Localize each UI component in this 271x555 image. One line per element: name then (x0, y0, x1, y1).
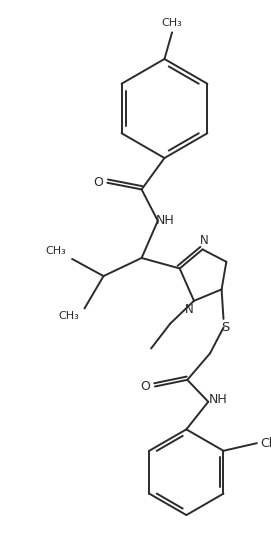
Text: S: S (221, 321, 230, 334)
Text: Cl: Cl (260, 437, 271, 450)
Text: O: O (140, 380, 150, 393)
Text: NH: NH (208, 393, 227, 406)
Text: CH₃: CH₃ (46, 246, 66, 256)
Text: NH: NH (156, 214, 175, 228)
Text: CH₃: CH₃ (58, 311, 79, 321)
Text: O: O (93, 176, 103, 189)
Text: CH₃: CH₃ (162, 18, 182, 28)
Text: N: N (185, 303, 193, 316)
Text: N: N (200, 234, 209, 248)
